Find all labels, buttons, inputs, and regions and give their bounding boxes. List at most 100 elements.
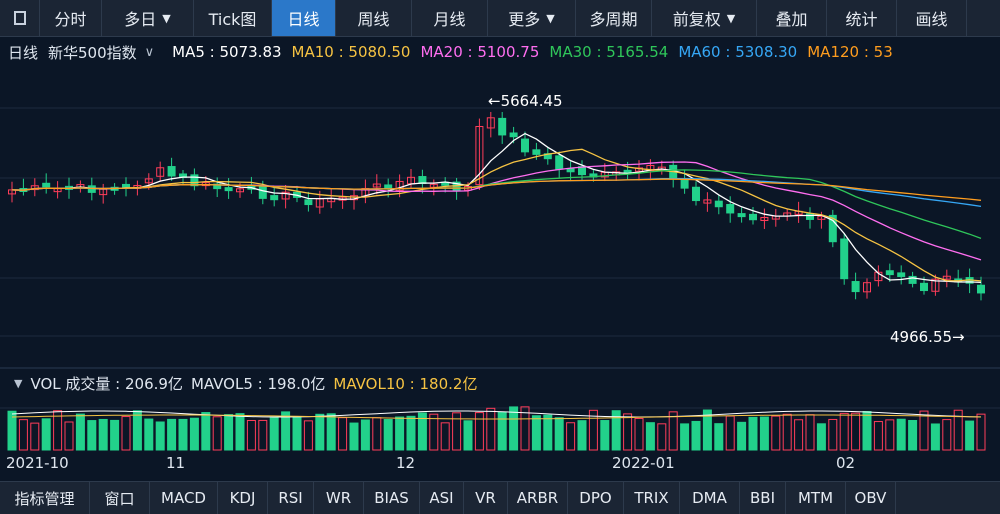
date-tick: 11: [166, 454, 186, 472]
candle-body: [372, 183, 381, 188]
candle-body: [828, 214, 837, 243]
caret-down-icon: ▼: [546, 11, 555, 25]
volume-bar: [53, 410, 63, 451]
tab-label: 多日: [124, 10, 157, 29]
triangle-down-icon[interactable]: ▼: [14, 376, 23, 390]
volume-bar: [908, 420, 918, 451]
tab-3[interactable]: 日线: [272, 0, 336, 36]
indicator-tab[interactable]: OBV: [846, 482, 896, 514]
volume-bar: [189, 417, 199, 451]
candle-body: [236, 188, 244, 193]
tab-7[interactable]: 多周期: [576, 0, 652, 36]
ma-label: MA10 : 5080.50: [291, 43, 411, 61]
tab-6[interactable]: 更多 ▼: [488, 0, 576, 36]
volume-bar: [554, 417, 564, 451]
indicator-tab[interactable]: KDJ: [218, 482, 268, 514]
candle-body: [475, 126, 484, 186]
candle-body: [863, 282, 871, 293]
candle-body: [737, 213, 746, 218]
volume-bar: [474, 412, 484, 451]
candle-body: [714, 200, 723, 208]
tab-label: 画线: [915, 10, 948, 29]
volume-bar: [201, 412, 211, 451]
window-toggle-button[interactable]: [0, 0, 40, 36]
candle-body: [122, 183, 130, 188]
ma-label: MA20 : 5100.75: [420, 43, 540, 61]
volume-bar: [794, 419, 804, 451]
indicator-info-row: 日线 新华500指数 ∨ MA5 : 5073.83 MA10 : 5080.50…: [0, 37, 1000, 67]
candle-body: [942, 275, 951, 280]
tab-0[interactable]: 分时: [40, 0, 102, 36]
volume-bar: [702, 409, 712, 451]
tab-8[interactable]: 前复权 ▼: [652, 0, 757, 36]
indicator-tab[interactable]: 窗口: [90, 482, 150, 514]
indicator-tab[interactable]: 指标管理: [0, 482, 90, 514]
candle-body: [851, 281, 860, 293]
tab-10[interactable]: 统计: [827, 0, 897, 36]
chevron-down-icon[interactable]: ∨: [144, 44, 155, 60]
indicator-tab[interactable]: DPO: [568, 482, 624, 514]
volume-bar: [942, 419, 952, 451]
indicator-tab[interactable]: DMA: [680, 482, 740, 514]
candle-body: [555, 155, 564, 170]
indicator-tab[interactable]: RSI: [268, 482, 314, 514]
volume-bar: [816, 423, 826, 451]
volume-bar: [30, 422, 40, 451]
tab-label: 更多: [508, 10, 541, 29]
kline-chart[interactable]: ←5664.45 4966.55→: [0, 68, 1000, 458]
candle-body: [281, 191, 290, 200]
high-annotation: ←5664.45: [488, 92, 563, 110]
indicator-tab[interactable]: MTM: [786, 482, 846, 514]
volume-bar: [828, 418, 838, 451]
candle-body: [680, 179, 689, 189]
volume-bar: [885, 419, 895, 451]
tab-1[interactable]: 多日 ▼: [102, 0, 194, 36]
index-name[interactable]: 新华500指数: [48, 43, 137, 62]
volume-bar: [748, 416, 758, 451]
tab-label: Tick图: [208, 10, 257, 29]
indicator-tab[interactable]: VR: [464, 482, 508, 514]
volume-bar: [246, 419, 256, 451]
ma10-line: [11, 148, 982, 282]
volume-bar: [896, 418, 906, 451]
tab-11[interactable]: 画线: [897, 0, 967, 36]
candle-body: [920, 282, 928, 292]
candle-body: [144, 178, 153, 184]
indicator-tab[interactable]: BBI: [740, 482, 786, 514]
volume-bar: [41, 418, 51, 451]
volume-bar: [315, 413, 325, 451]
tab-9[interactable]: 叠加: [757, 0, 827, 36]
tab-5[interactable]: 月线: [412, 0, 488, 36]
volume-bar: [691, 420, 701, 451]
low-annotation: 4966.55→: [890, 328, 965, 346]
candle-body: [167, 166, 176, 177]
candle-body: [224, 187, 233, 192]
indicator-tab[interactable]: BIAS: [364, 482, 420, 514]
volume-bar: [873, 421, 883, 451]
indicator-tab[interactable]: MACD: [150, 482, 218, 514]
period-label: 日线: [8, 43, 39, 62]
volume-bar: [429, 413, 439, 451]
volume-bar: [64, 421, 74, 451]
ma5-line: [11, 132, 982, 284]
volume-bar: [497, 411, 507, 451]
candle-body: [521, 138, 529, 153]
indicator-tab[interactable]: ARBR: [508, 482, 568, 514]
volume-bar: [292, 416, 302, 451]
indicator-tab[interactable]: TRIX: [624, 482, 680, 514]
square-icon: [13, 11, 26, 25]
volume-bar: [657, 423, 667, 451]
indicator-tab[interactable]: WR: [314, 482, 364, 514]
ma-label: MA30 : 5165.54: [549, 43, 669, 61]
indicator-tab[interactable]: ASI: [420, 482, 464, 514]
candle-body: [897, 272, 906, 277]
tab-4[interactable]: 周线: [336, 0, 412, 36]
tab-label: 多周期: [589, 10, 638, 29]
date-tick: 12: [396, 454, 416, 472]
candle-body: [806, 213, 814, 220]
volume-bar: [953, 409, 963, 451]
date-tick: 02: [836, 454, 856, 472]
tab-label: 叠加: [775, 10, 808, 29]
tab-2[interactable]: Tick图: [194, 0, 272, 36]
volume-bar: [98, 418, 108, 451]
